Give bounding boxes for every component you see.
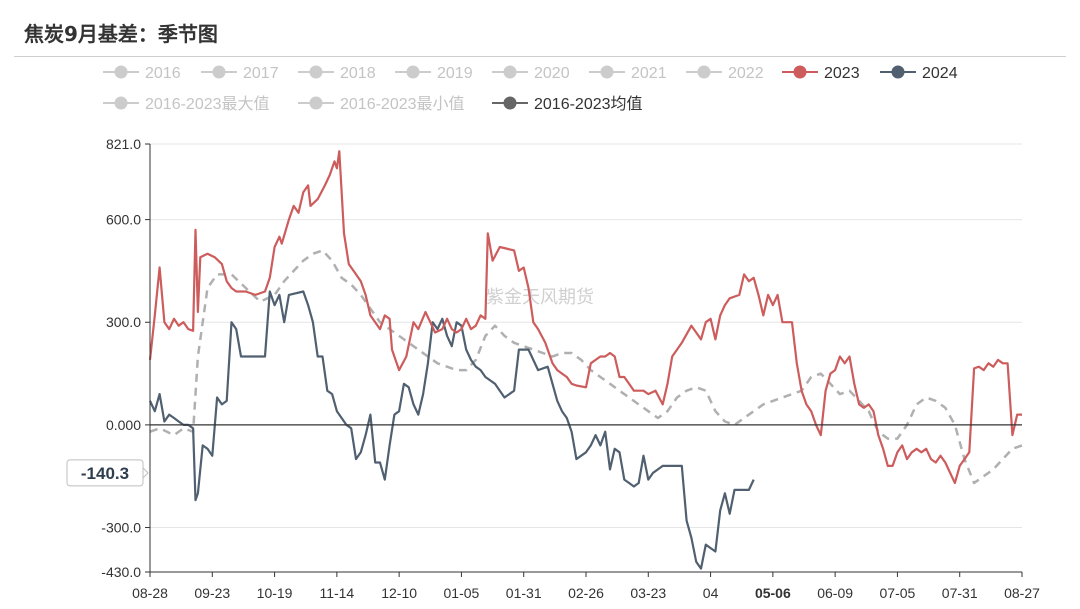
y-tick-label: 300.0	[106, 314, 141, 330]
legend-marker	[114, 96, 128, 110]
y-tick-label: -430.0	[101, 564, 141, 580]
legend-label: 2023	[824, 65, 860, 82]
x-tick-label-highlight: 05-06	[755, 585, 791, 601]
legend-marker	[503, 65, 517, 79]
legend-item-2016-2023最大值[interactable]: 2016-2023最大值	[103, 95, 270, 113]
x-tick-label: 02-26	[568, 585, 604, 601]
title-divider	[14, 56, 1066, 57]
cursor-label: -140.3	[66, 459, 149, 487]
legend-label: 2016-2023均值	[534, 95, 643, 113]
legend-label: 2019	[437, 65, 473, 82]
x-tick-label: 08-27	[1004, 585, 1040, 601]
legend-label: 2024	[922, 65, 958, 82]
x-tick-label: 10-19	[257, 585, 293, 601]
legend-item-2016-2023最小值[interactable]: 2016-2023最小值	[298, 95, 465, 113]
legend-label: 2020	[534, 65, 570, 82]
legend-label: 2017	[243, 65, 279, 82]
legend-item-2022[interactable]: 2022	[686, 65, 764, 82]
x-tick-label: 08-28	[132, 585, 168, 601]
grid-lines	[150, 143, 1022, 573]
legend-item-2023[interactable]: 2023	[782, 65, 860, 82]
series-lines	[148, 150, 1023, 570]
legend-label: 2022	[728, 65, 764, 82]
x-tick-label: 01-31	[506, 585, 542, 601]
legend-label: 2016-2023最大值	[145, 95, 270, 113]
page-title: 焦炭9月基差：季节图	[24, 22, 218, 46]
legend-marker	[600, 65, 614, 79]
axes: 821.0 600.0 300.0 0.000 -300.0 -430.0 08-28 09-…	[101, 136, 1040, 601]
x-tick-label: 04	[703, 585, 719, 601]
x-tick-label: 12-10	[381, 585, 417, 601]
legend-item-2018[interactable]: 2018	[298, 65, 376, 82]
series-line-2023	[148, 150, 1022, 485]
x-tick-label: 01-05	[444, 585, 480, 601]
legend-marker	[212, 65, 226, 79]
series-line-2016-2023均值	[149, 249, 1023, 485]
legend-label: 2016-2023最小值	[340, 95, 465, 113]
x-tick-label: 06-09	[817, 585, 853, 601]
legend-marker	[891, 65, 905, 79]
legend-label: 2018	[340, 65, 376, 82]
legend-item-2021[interactable]: 2021	[589, 65, 667, 82]
legend-marker	[503, 96, 517, 110]
legend: 2016 2017 2018 2019 2020 2021 2022 2023 2024 2016…	[103, 65, 958, 113]
legend-item-2020[interactable]: 2020	[492, 65, 570, 82]
watermark: 紫金天风期货	[486, 287, 594, 308]
y-tick-label: 821.0	[106, 136, 141, 152]
legend-item-2019[interactable]: 2019	[395, 65, 473, 82]
cursor-label-pointer	[142, 466, 149, 480]
cursor-label-text: -140.3	[81, 464, 129, 483]
legend-marker	[406, 65, 420, 79]
x-tick-label: 07-05	[880, 585, 916, 601]
legend-marker	[697, 65, 711, 79]
legend-item-2016-2023均值[interactable]: 2016-2023均值	[492, 95, 643, 113]
legend-marker	[309, 96, 323, 110]
legend-marker	[309, 65, 323, 79]
y-tick-label: 0.000	[106, 417, 141, 433]
legend-item-2016[interactable]: 2016	[103, 65, 181, 82]
x-tick-label: 11-14	[319, 585, 354, 601]
x-tick-label: 03-23	[630, 585, 666, 601]
legend-marker	[793, 65, 807, 79]
x-tick-label: 09-23	[194, 585, 230, 601]
y-tick-label: 600.0	[106, 212, 141, 228]
series-line-2024	[149, 290, 755, 570]
legend-marker	[114, 65, 128, 79]
legend-label: 2016	[145, 65, 181, 82]
x-tick-label: 07-31	[942, 585, 978, 601]
legend-item-2024[interactable]: 2024	[880, 65, 958, 82]
legend-item-2017[interactable]: 2017	[201, 65, 279, 82]
legend-label: 2021	[631, 65, 667, 82]
y-tick-label: -300.0	[101, 520, 141, 536]
